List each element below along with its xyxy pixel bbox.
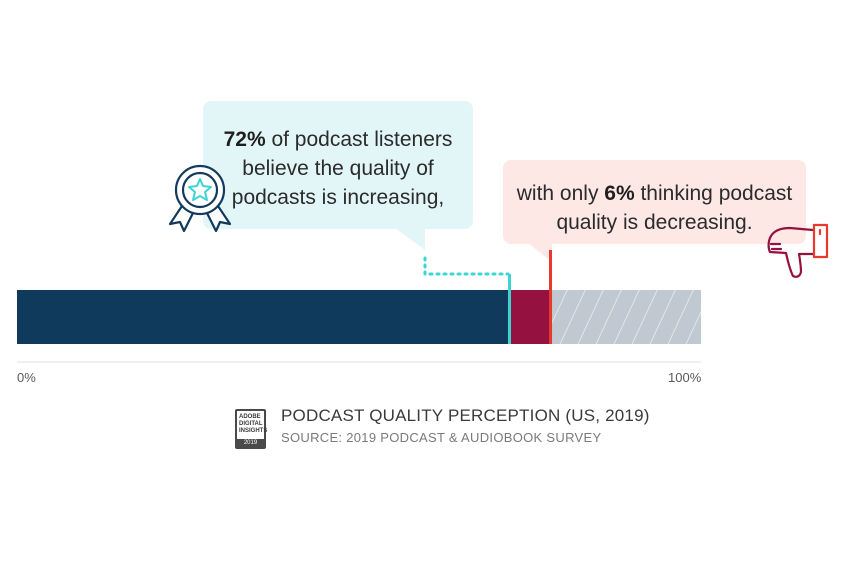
callout-decreasing-percent: 6% xyxy=(604,182,635,205)
logo-line-2: DIGITAL xyxy=(239,421,263,427)
callout-decreasing-prefix: with only xyxy=(516,182,605,205)
connector-dotted-line xyxy=(423,256,510,276)
callout-increasing-text: of podcast listeners believe the quality… xyxy=(231,128,453,209)
axis-tick-max: 100% xyxy=(668,370,702,385)
thumbs-down-icon xyxy=(767,223,829,278)
callout-quality-increasing: 72% of podcast listeners believe the qua… xyxy=(203,101,473,229)
bar-segment-1 xyxy=(17,290,510,344)
callout-increasing-percent: 72% xyxy=(223,128,266,151)
adobe-digital-insights-logo: ADOBE DIGITAL INSIGHTS 2019 xyxy=(235,409,268,449)
callout-quality-decreasing: with only 6% thinking podcast quality is… xyxy=(503,160,806,244)
bar-segment-2 xyxy=(509,290,551,344)
callout-decreasing-suffix: thinking podcast quality is decreasing. xyxy=(556,182,793,234)
marker-group xyxy=(507,250,553,344)
axis-tick-min: 0% xyxy=(17,370,36,385)
logo-year: 2019 xyxy=(237,439,264,447)
bar-segment-3 xyxy=(550,290,701,344)
callout-decreasing-tail xyxy=(528,243,552,262)
chart-title: PODCAST QUALITY PERCEPTION (US, 2019) xyxy=(281,406,650,425)
logo-line-3: INSIGHTS xyxy=(239,428,268,434)
award-ribbon-icon xyxy=(168,164,232,233)
chart-source: SOURCE: 2019 PODCAST & AUDIOBOOK SURVEY xyxy=(281,430,602,445)
logo-line-1: ADOBE xyxy=(239,414,261,420)
callout-increasing-tail xyxy=(395,228,425,250)
bar-group xyxy=(17,290,701,344)
